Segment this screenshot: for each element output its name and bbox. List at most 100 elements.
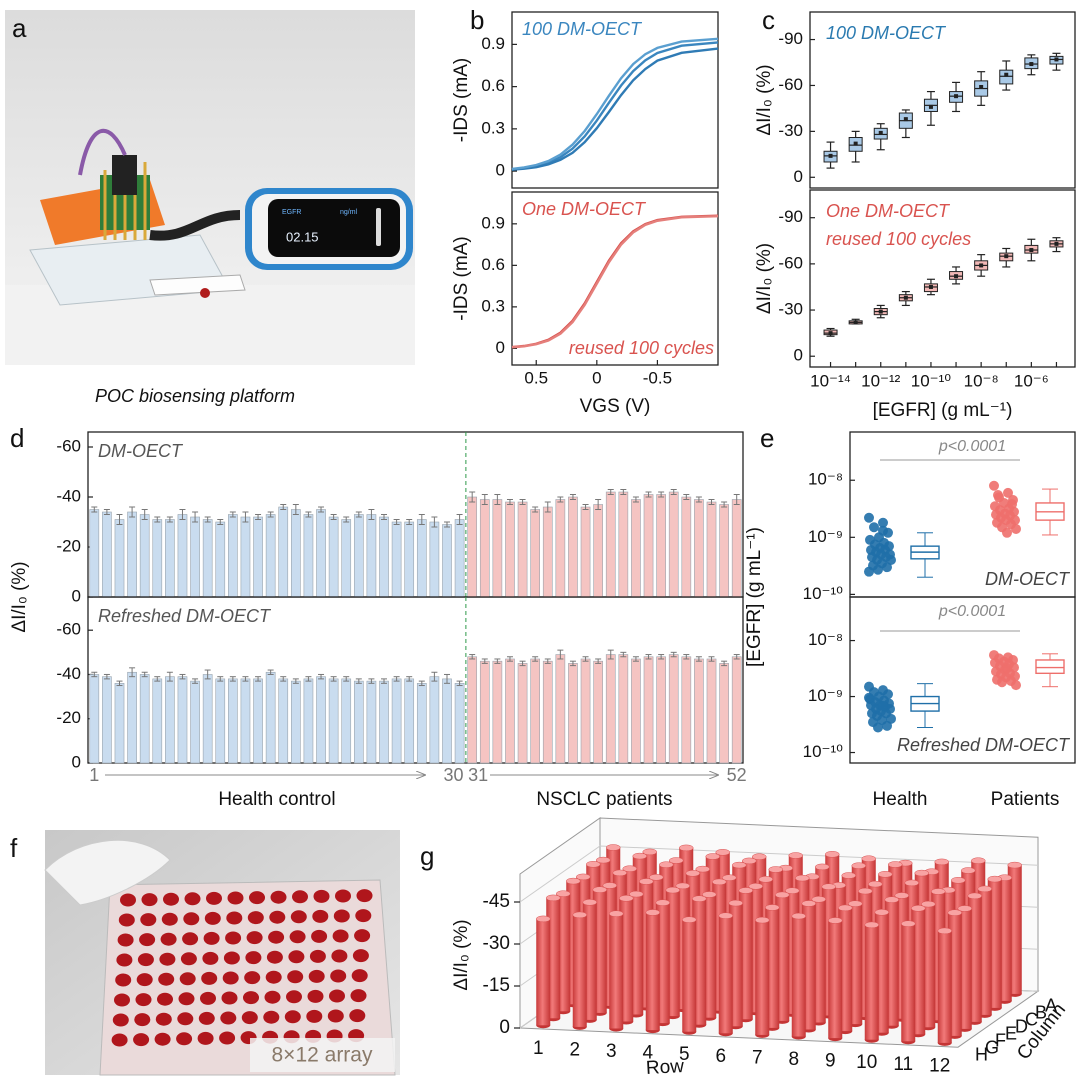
bar-top (811, 896, 826, 903)
bar (190, 680, 200, 764)
data-point (873, 564, 883, 575)
annotation: p<0.0001 (938, 603, 1006, 620)
bar (265, 671, 276, 764)
photo-well (268, 930, 285, 944)
photo-well (201, 971, 218, 985)
bar (442, 524, 452, 598)
mean (1054, 57, 1059, 62)
bar-top (851, 862, 866, 869)
data-point (1011, 680, 1021, 691)
data-point (864, 692, 874, 703)
photo-well (292, 890, 308, 904)
bar (102, 676, 112, 764)
y-tick-label: -90 (778, 29, 803, 48)
mean (828, 153, 833, 158)
x-tick-label: 10⁻⁸ (964, 371, 999, 390)
bar-top (619, 895, 634, 902)
row-label: 9 (825, 1051, 836, 1072)
bar-top (801, 900, 816, 907)
mean (954, 94, 959, 99)
bar-top (576, 873, 591, 881)
column-label: A (1045, 995, 1057, 1015)
photo-well (154, 1032, 171, 1046)
photo-well (158, 972, 175, 986)
mean (878, 130, 883, 135)
bar (341, 519, 352, 598)
photo-well (227, 891, 244, 905)
bar-top (874, 909, 889, 916)
panel-label: c (762, 5, 775, 35)
bar-top (572, 911, 587, 919)
bar-top (934, 858, 949, 866)
photo-well (351, 969, 368, 983)
bar-top (821, 883, 836, 890)
x-tick-label: 30 (444, 765, 464, 785)
bar-top (602, 882, 617, 889)
photo-well (141, 893, 158, 907)
bar-top (987, 875, 1002, 883)
photo-well (198, 1011, 215, 1025)
bar (341, 678, 352, 764)
bar (278, 678, 289, 764)
photo-well (114, 993, 130, 1007)
bar-top (685, 870, 700, 877)
bar (177, 514, 188, 598)
bar-top (878, 871, 893, 878)
bar (530, 658, 540, 764)
photo-well (184, 892, 201, 906)
data-point (873, 722, 883, 733)
photo-well (354, 929, 371, 943)
bar-top (649, 874, 664, 881)
annotation: p<0.0001 (938, 438, 1006, 455)
panel-annotation: One DM-OECT (522, 199, 647, 219)
panel-annotation: Refreshed DM-OECT (897, 735, 1071, 755)
row-label: 6 (715, 1046, 726, 1067)
photo-well (197, 1031, 214, 1045)
photo-well (161, 912, 178, 926)
photo-well (333, 909, 350, 923)
mean (1004, 254, 1009, 259)
photo-well (133, 1033, 150, 1047)
bar (542, 660, 553, 764)
data-point (1002, 527, 1012, 538)
y-axis-label: ΔI/I₀ (%) (754, 243, 775, 314)
bar (605, 654, 616, 764)
bar (731, 656, 742, 764)
mean (1029, 248, 1034, 253)
photo-well (160, 932, 177, 946)
bar (429, 676, 440, 764)
bar-top (742, 857, 757, 865)
panel-label: d (10, 423, 24, 453)
bar (102, 511, 112, 598)
plot-frame (511, 191, 719, 366)
photo-well (111, 1033, 128, 1047)
photo-well (264, 990, 281, 1004)
x-tick-label: 0 (592, 368, 601, 387)
bar (542, 506, 553, 598)
y-tick-label: 10⁻¹⁰ (803, 742, 844, 761)
bar (253, 516, 263, 598)
bar (568, 496, 578, 598)
bar (568, 663, 578, 764)
x-axis-label: Row (645, 1056, 684, 1079)
bar (517, 501, 528, 598)
bar (731, 499, 742, 598)
data-point (882, 562, 892, 573)
data-point (1011, 523, 1021, 534)
y-tick-label: -30 (778, 300, 803, 319)
y-tick-label: 0 (72, 586, 81, 605)
bar-top (868, 880, 883, 888)
bar (429, 521, 440, 598)
bar (177, 676, 188, 764)
bar-top (911, 905, 926, 912)
data-point (878, 517, 888, 528)
y-tick-label: 10⁻⁸ (808, 470, 843, 489)
photo-well (182, 932, 199, 946)
bar-top (722, 874, 737, 881)
y-tick-label: -40 (56, 664, 81, 683)
bar-top (665, 886, 680, 894)
x-tick-label: 10⁻⁶ (1014, 371, 1049, 390)
y-tick-label: 0 (794, 346, 803, 365)
photo-well (134, 1013, 151, 1027)
line (511, 37, 719, 171)
